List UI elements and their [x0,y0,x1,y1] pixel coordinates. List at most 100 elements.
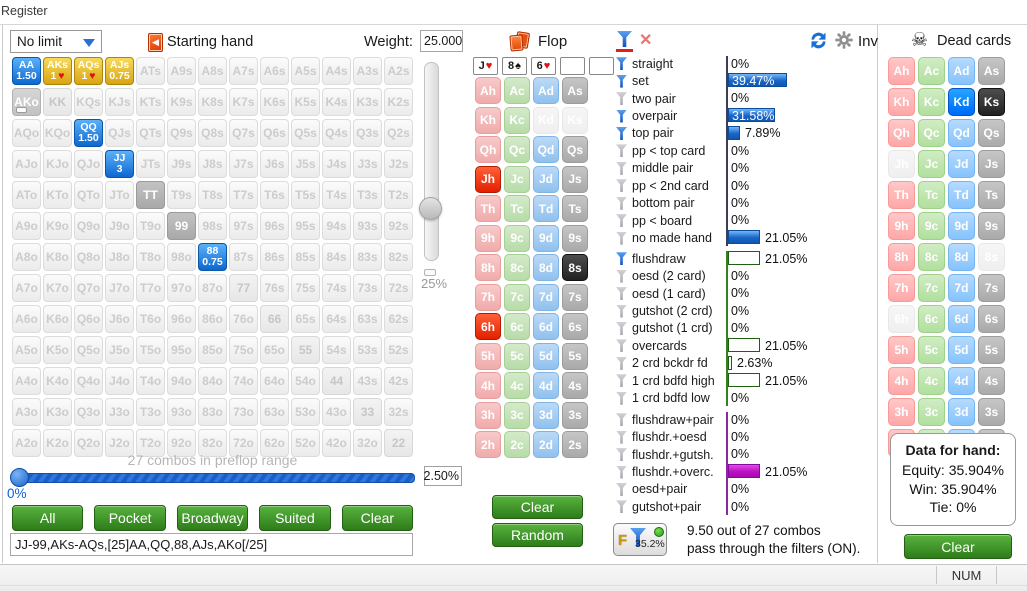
board-card-Qd[interactable]: Qd [533,136,559,163]
board-card-Ah[interactable]: Ah [475,77,501,104]
hand-cell-AKo[interactable]: AKo [12,88,41,116]
hand-cell-KTo[interactable]: KTo [43,181,72,209]
dead-card-Th[interactable]: Th [888,181,915,209]
board-card-Kd[interactable]: Kd [533,106,559,134]
board-card-Qs[interactable]: Qs [562,136,588,163]
board-card-7d[interactable]: 7d [533,283,559,311]
dead-card-Ts[interactable]: Ts [978,181,1005,209]
hand-cell-74o[interactable]: 74o [229,367,258,395]
hand-cell-KJs[interactable]: KJs [105,88,134,116]
hand-cell-T8s[interactable]: T8s [198,181,227,209]
hand-cell-J6s[interactable]: J6s [260,150,289,178]
filter-funnel-icon-overpair[interactable] [616,109,627,123]
hand-cell-J4s[interactable]: J4s [322,150,351,178]
board-card-6h[interactable]: 6h [475,313,501,340]
hand-cell-A6s[interactable]: A6s [260,57,289,85]
hand-cell-A5o[interactable]: A5o [12,336,41,364]
board-card-Kc[interactable]: Kc [504,106,530,134]
hand-cell-K6s[interactable]: K6s [260,88,289,116]
dead-card-4s[interactable]: 4s [978,367,1005,395]
board-card-Jc[interactable]: Jc [504,165,530,193]
dead-card-3c[interactable]: 3c [918,398,945,426]
range-percent-value[interactable]: 2.50% [424,466,462,486]
filter-funnel-icon-overcards[interactable] [616,339,627,353]
hand-cell-K5s[interactable]: K5s [291,88,320,116]
filter-funnel-icon-no-made-hand[interactable] [616,231,627,245]
hand-cell-97s[interactable]: 97s [229,212,258,240]
board-card-4c[interactable]: 4c [504,372,530,399]
hand-cell-Q9o[interactable]: Q9o [74,212,103,240]
filter-funnel-icon-oesd-2-card[interactable] [616,269,627,283]
hand-cell-J5s[interactable]: J5s [291,150,320,178]
board-card-Qh[interactable]: Qh [475,136,501,163]
hand-cell-82o[interactable]: 82o [198,429,227,457]
hand-cell-K4o[interactable]: K4o [43,367,72,395]
board-card-7c[interactable]: 7c [504,283,530,311]
hand-cell-K3o[interactable]: K3o [43,398,72,426]
hand-cell-JTs[interactable]: JTs [136,150,165,178]
hand-cell-K9o[interactable]: K9o [43,212,72,240]
hand-cell-98s[interactable]: 98s [198,212,227,240]
hand-cell-94s[interactable]: 94s [322,212,351,240]
hand-cell-Q7s[interactable]: Q7s [229,119,258,147]
hand-cell-T2o[interactable]: T2o [136,429,165,457]
invert-filters-toggle[interactable]: Inv [858,33,879,50]
dead-card-Kc[interactable]: Kc [918,88,945,116]
dead-card-8c[interactable]: 8c [918,243,945,271]
hand-cell-87s[interactable]: 87s [229,243,258,271]
dead-card-3d[interactable]: 3d [948,398,975,426]
dead-card-Qs[interactable]: Qs [978,119,1005,147]
menu-register[interactable]: Register [1,4,48,18]
dead-card-8d[interactable]: 8d [948,243,975,271]
hand-cell-Q2o[interactable]: Q2o [74,429,103,457]
board-card-2c[interactable]: 2c [504,431,530,458]
board-card-5c[interactable]: 5c [504,342,530,370]
hand-cell-A2s[interactable]: A2s [384,57,413,85]
hand-cell-76s[interactable]: 76s [260,274,289,302]
hand-cell-J4o[interactable]: J4o [105,367,134,395]
hand-cell-84s[interactable]: 84s [322,243,351,271]
hand-cell-K8o[interactable]: K8o [43,243,72,271]
hand-cell-92s[interactable]: 92s [384,212,413,240]
dead-card-Ac[interactable]: Ac [918,57,945,85]
filter-funnel-icon-oesd-1-card[interactable] [616,287,627,301]
hand-cell-ATo[interactable]: ATo [12,181,41,209]
board-card-7s[interactable]: 7s [562,283,588,311]
hand-cell-AA[interactable]: AA 1.50 [12,57,41,85]
dead-card-Td[interactable]: Td [948,181,975,209]
board-card-3s[interactable]: 3s [562,401,588,429]
board-slot-4[interactable] [560,57,585,75]
preset-button-clear[interactable]: Clear [341,505,414,531]
board-card-3c[interactable]: 3c [504,401,530,429]
board-card-6d[interactable]: 6d [533,313,559,340]
dead-card-9d[interactable]: 9d [948,212,975,240]
hand-cell-QTo[interactable]: QTo [74,181,103,209]
board-slot-1[interactable]: J ♥ [473,57,498,75]
hand-cell-Q6o[interactable]: Q6o [74,305,103,333]
filter-funnel-icon-pp-top-card[interactable] [616,144,627,158]
board-card-2h[interactable]: 2h [475,431,501,458]
board-card-6s[interactable]: 6s [562,313,588,340]
filter-funnel-icon-flushdr-gutsh[interactable] [616,448,627,462]
hand-cell-A8o[interactable]: A8o [12,243,41,271]
dead-card-Jc[interactable]: Jc [918,150,945,178]
hand-cell-52o[interactable]: 52o [291,429,320,457]
dead-card-4h[interactable]: 4h [888,367,915,395]
range-percent-slider-track[interactable] [13,473,415,483]
dead-card-6s[interactable]: 6s [978,305,1005,333]
hand-cell-76o[interactable]: 76o [229,305,258,333]
board-card-3h[interactable]: 3h [475,401,501,429]
hand-cell-T6s[interactable]: T6s [260,181,289,209]
close-icon[interactable]: ✕ [639,32,653,49]
hand-cell-AJo[interactable]: AJo [12,150,41,178]
board-card-2s[interactable]: 2s [562,431,588,458]
board-card-As[interactable]: As [562,77,588,104]
hand-cell-QTs[interactable]: QTs [136,119,165,147]
hand-cell-A3s[interactable]: A3s [353,57,382,85]
hand-cell-JTo[interactable]: JTo [105,181,134,209]
hand-cell-T6o[interactable]: T6o [136,305,165,333]
hand-cell-T2s[interactable]: T2s [384,181,413,209]
board-card-4h[interactable]: 4h [475,372,501,399]
hand-cell-K2o[interactable]: K2o [43,429,72,457]
dead-card-7s[interactable]: 7s [978,274,1005,302]
